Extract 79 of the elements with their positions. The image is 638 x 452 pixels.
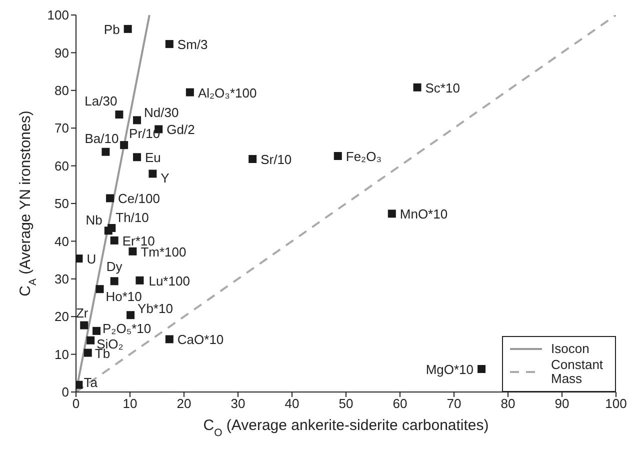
point — [115, 110, 124, 119]
annotation: Nd/30 — [144, 105, 179, 120]
x-tick-label: 70 — [446, 396, 462, 412]
x-tick-label: 40 — [284, 396, 300, 412]
x-tick-label: 90 — [554, 396, 570, 412]
legend-label: Isocon — [551, 341, 590, 356]
annotation: MnO*10 — [400, 206, 448, 222]
point — [86, 336, 95, 344]
point — [334, 152, 342, 160]
point — [102, 148, 110, 156]
point — [92, 326, 101, 335]
point — [136, 276, 144, 284]
legend-label: Constant Mass — [551, 357, 604, 386]
annotation: U — [86, 252, 96, 267]
annotation: Eu — [145, 150, 161, 166]
point — [96, 285, 104, 294]
x-tick-label: 20 — [176, 396, 192, 412]
y-tick-label: 30 — [54, 272, 69, 287]
point — [388, 210, 396, 218]
annotation: CaO*10 — [177, 332, 224, 348]
annotation: Th/10 — [116, 210, 149, 226]
point — [120, 141, 128, 150]
annotation: Al₂O₃*100 — [198, 85, 257, 100]
point — [110, 236, 118, 244]
y-tick-label: 70 — [54, 120, 69, 136]
x-tick-label: 80 — [500, 396, 516, 412]
x-tick-label: 10 — [122, 396, 138, 412]
annotation: La/30 — [84, 94, 118, 109]
annotation: Lu*100 — [148, 273, 190, 288]
point — [84, 348, 92, 357]
y-tick-label: 20 — [54, 309, 69, 324]
annotation: Fe₂O₃ — [346, 149, 382, 164]
y-tick-label: 80 — [54, 83, 69, 98]
point — [413, 83, 422, 92]
y-tick-label: 10 — [54, 346, 69, 362]
y-tick-label: 50 — [54, 196, 69, 212]
x-tick-label: 0 — [72, 396, 80, 412]
annotation: Pb — [104, 22, 120, 37]
point — [128, 247, 137, 256]
y-tick-label: 40 — [54, 234, 69, 249]
annotation: MgO*10 — [426, 362, 474, 378]
point — [106, 194, 114, 202]
annotation: Sm/3 — [177, 37, 208, 52]
annotation: Gd/2 — [166, 122, 195, 138]
x-tick-label: 50 — [338, 396, 354, 412]
x-tick-label: 30 — [230, 396, 246, 412]
y-tick-label: 0 — [62, 384, 69, 400]
point — [124, 24, 132, 33]
point — [165, 335, 174, 344]
annotation: Ba/10 — [84, 130, 119, 146]
annotation: P₂O₅*10 — [102, 320, 152, 336]
annotation: Dy — [106, 259, 123, 274]
annotation: Er*10 — [122, 233, 155, 248]
annotation: Sr/10 — [260, 152, 292, 168]
annotation: Ta — [84, 374, 98, 390]
point — [165, 40, 174, 48]
point — [76, 380, 83, 389]
annotation: Nb — [86, 212, 102, 228]
point — [478, 365, 486, 374]
point — [248, 155, 257, 164]
x-tick-label: 100 — [605, 396, 627, 412]
annotation: Y — [160, 170, 170, 186]
y-tick-label: 90 — [54, 45, 69, 60]
x-axis-title: C$_{O}$ (Average ankerite-siderite carbonatites) — [203, 417, 489, 439]
point — [126, 311, 135, 320]
point — [133, 153, 142, 162]
annotation: Sc*10 — [425, 80, 460, 96]
point — [80, 321, 88, 330]
point — [148, 170, 157, 178]
y-tick-label: 100 — [47, 8, 69, 23]
annotation: Ce/100 — [118, 191, 160, 206]
point — [186, 88, 194, 96]
point — [76, 254, 83, 263]
annotation: Zr — [76, 305, 89, 320]
x-tick-label: 60 — [392, 396, 408, 412]
y-tick-label: 60 — [54, 158, 69, 174]
point — [108, 224, 116, 232]
point — [110, 277, 118, 286]
point — [133, 116, 142, 124]
